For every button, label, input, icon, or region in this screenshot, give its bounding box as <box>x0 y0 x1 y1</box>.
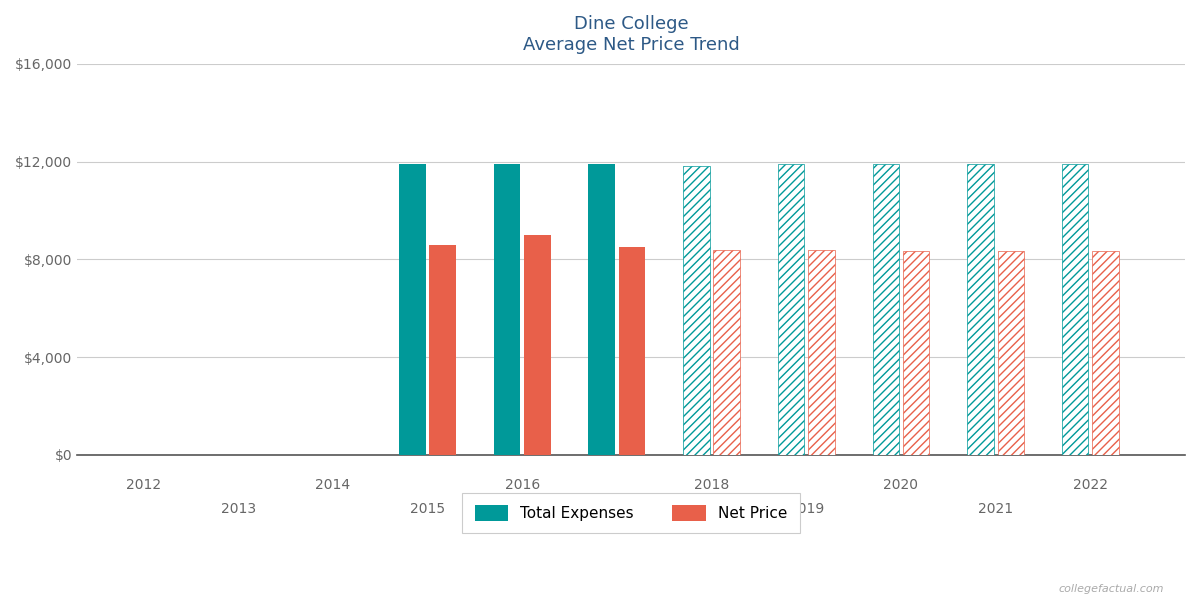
Text: 2019: 2019 <box>788 502 824 516</box>
Bar <box>902 251 929 455</box>
Bar <box>683 166 709 455</box>
Text: 2020: 2020 <box>883 478 918 493</box>
Bar <box>524 235 551 455</box>
Legend: Total Expenses, Net Price: Total Expenses, Net Price <box>462 493 799 533</box>
Text: 2018: 2018 <box>694 478 730 493</box>
Text: 2016: 2016 <box>504 478 540 493</box>
Text: 2012: 2012 <box>126 478 161 493</box>
Text: collegefactual.com: collegefactual.com <box>1058 584 1164 594</box>
Bar <box>619 247 646 455</box>
Bar <box>808 250 835 455</box>
Bar <box>997 251 1024 455</box>
Bar <box>430 245 456 455</box>
Bar <box>967 164 994 455</box>
Bar <box>872 164 899 455</box>
Bar <box>400 164 426 455</box>
Title: Dine College
Average Net Price Trend: Dine College Average Net Price Trend <box>523 15 739 54</box>
Text: 2014: 2014 <box>316 478 350 493</box>
Text: 2015: 2015 <box>410 502 445 516</box>
Text: 2022: 2022 <box>1073 478 1108 493</box>
Text: 2013: 2013 <box>221 502 256 516</box>
Bar <box>588 164 614 455</box>
Bar <box>1092 251 1118 455</box>
Bar <box>714 250 740 455</box>
Bar <box>1062 164 1088 455</box>
Text: 2017: 2017 <box>599 502 635 516</box>
Bar <box>778 164 804 455</box>
Text: 2021: 2021 <box>978 502 1013 516</box>
Bar <box>493 164 521 455</box>
